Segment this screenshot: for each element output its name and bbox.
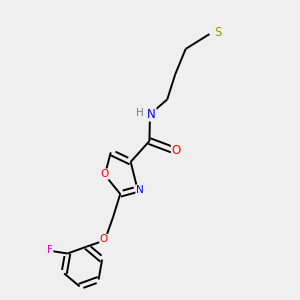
Text: N: N <box>136 185 144 195</box>
Text: O: O <box>100 169 108 179</box>
Text: F: F <box>47 245 53 255</box>
Text: H: H <box>136 108 143 118</box>
Text: N: N <box>147 108 156 121</box>
Text: O: O <box>100 235 108 244</box>
Text: O: O <box>172 143 181 157</box>
Text: S: S <box>214 26 221 39</box>
